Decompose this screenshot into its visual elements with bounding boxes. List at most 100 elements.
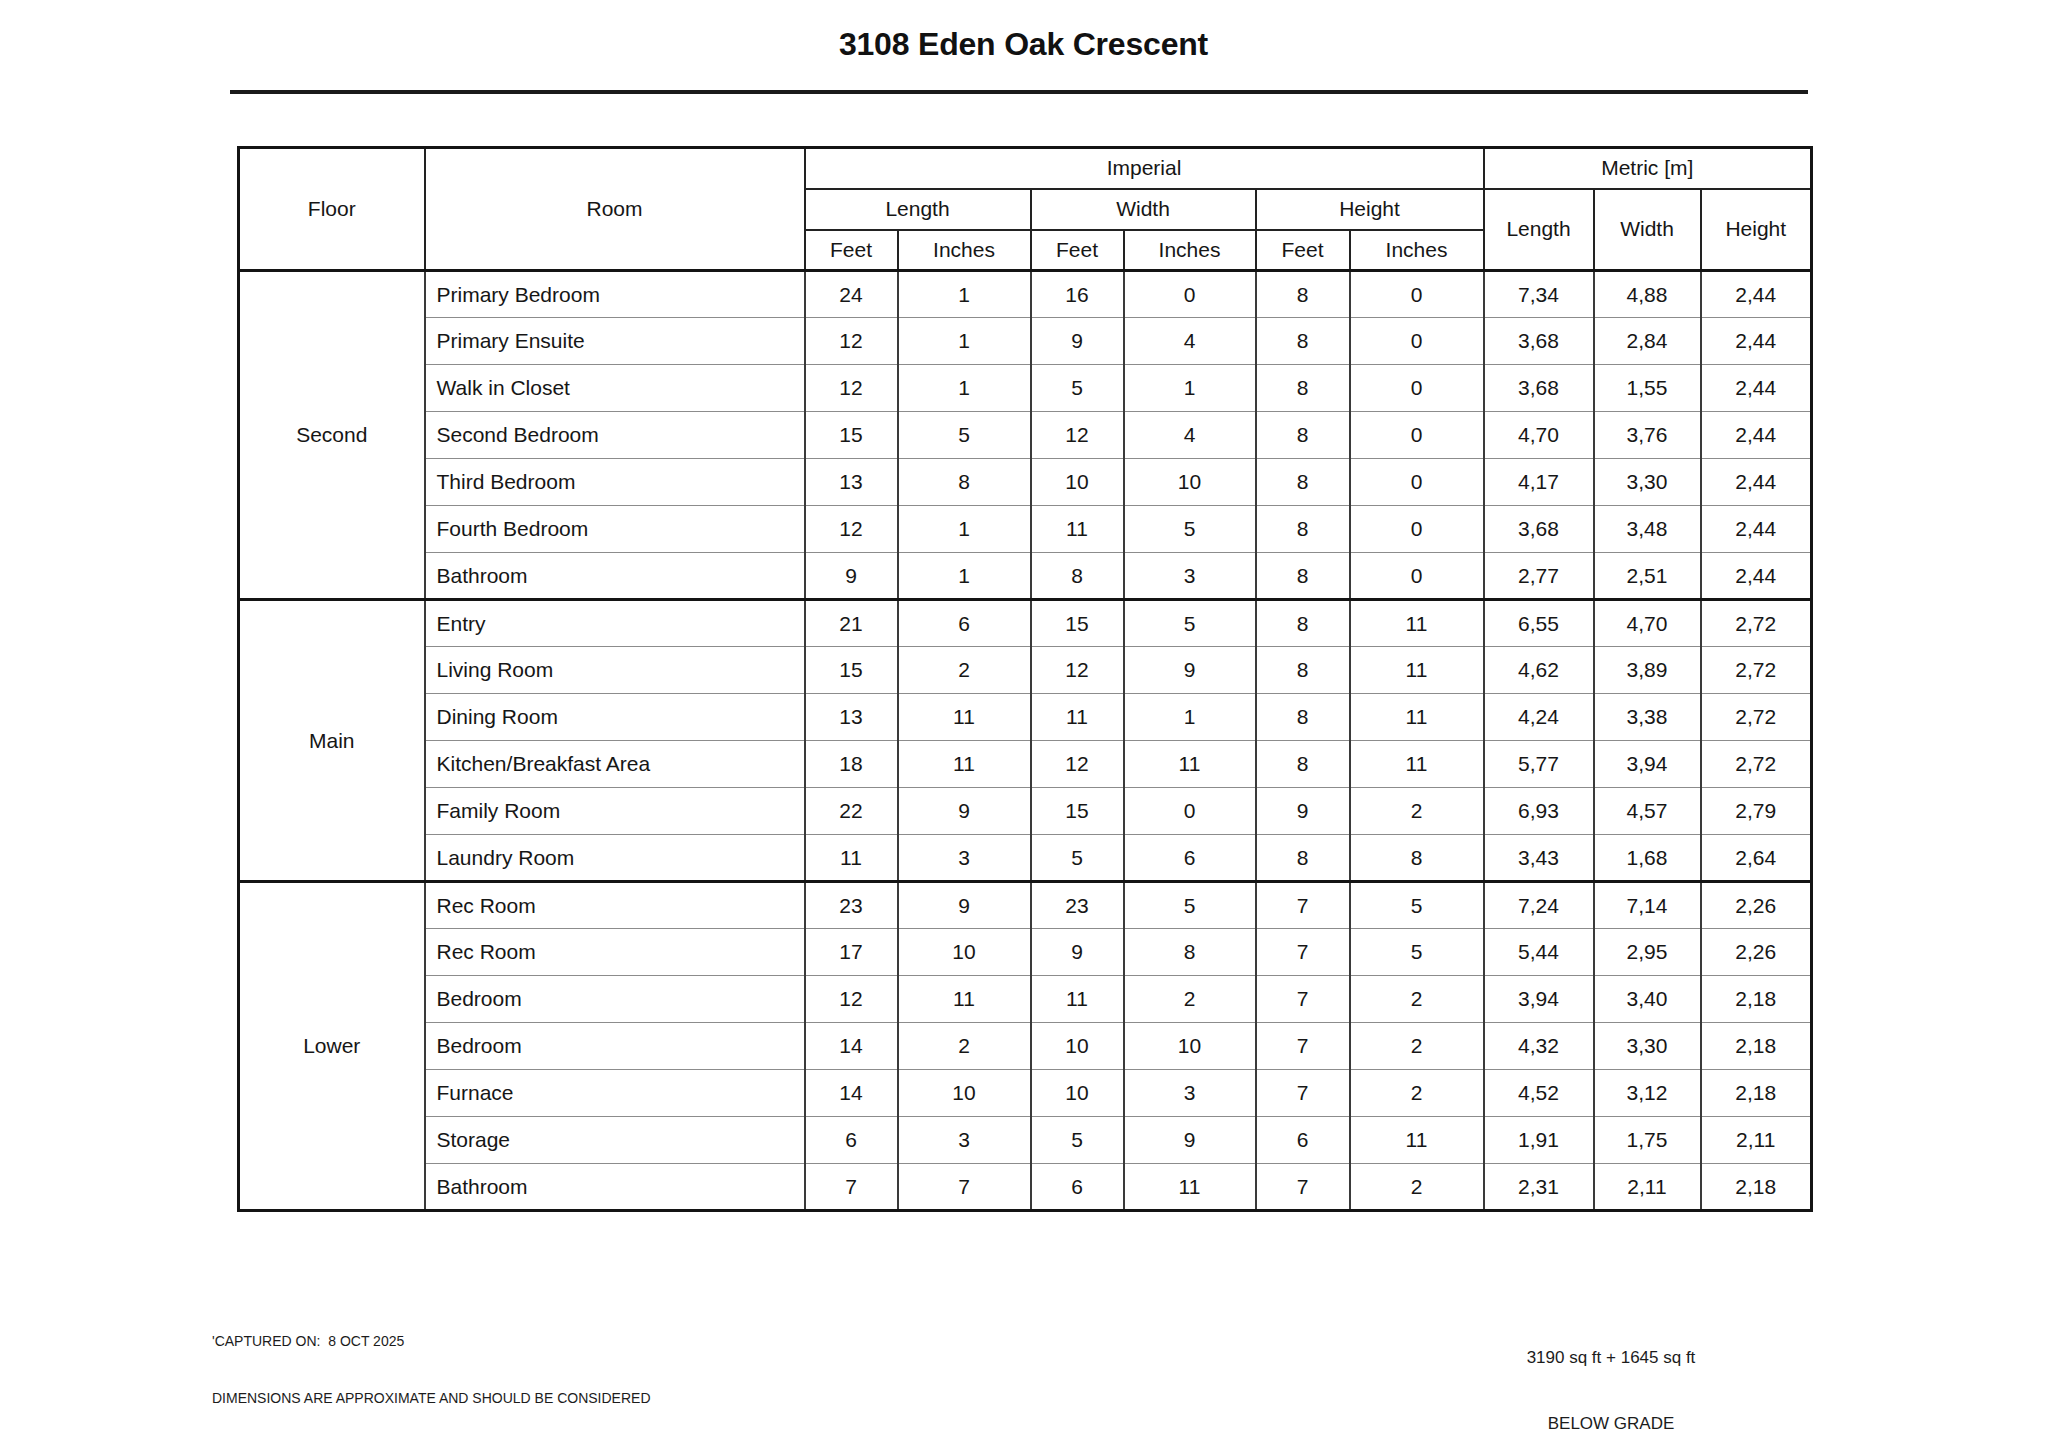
table-row: Living Room1521298114,623,892,72 — [239, 647, 1812, 694]
value-cell: 2,77 — [1484, 553, 1594, 600]
value-cell: 11 — [1350, 741, 1484, 788]
value-cell: 4,70 — [1484, 412, 1594, 459]
value-cell: 3 — [1124, 553, 1256, 600]
value-cell: 5 — [1031, 365, 1124, 412]
table-row: Third Bedroom1381010804,173,302,44 — [239, 459, 1812, 506]
value-cell: 11 — [1350, 694, 1484, 741]
value-cell: 12 — [1031, 412, 1124, 459]
value-cell: 1,68 — [1594, 835, 1701, 882]
value-cell: 2,18 — [1701, 976, 1812, 1023]
table-row: Walk in Closet12151803,681,552,44 — [239, 365, 1812, 412]
value-cell: 13 — [805, 459, 898, 506]
floor-column-header: Floor — [239, 148, 425, 271]
value-cell: 2 — [1350, 788, 1484, 835]
table-row: Dining Room13111118114,243,382,72 — [239, 694, 1812, 741]
value-cell: 24 — [805, 271, 898, 318]
disclaimer-line-1: DIMENSIONS ARE APPROXIMATE AND SHOULD BE… — [212, 1389, 651, 1408]
value-cell: 4,24 — [1484, 694, 1594, 741]
value-cell: 9 — [1124, 1117, 1256, 1164]
table-row: Bedroom1211112723,943,402,18 — [239, 976, 1812, 1023]
value-cell: 2,44 — [1701, 412, 1812, 459]
value-cell: 2,72 — [1701, 600, 1812, 647]
value-cell: 3,89 — [1594, 647, 1701, 694]
value-cell: 8 — [1256, 694, 1350, 741]
value-cell: 11 — [1124, 1164, 1256, 1211]
value-cell: 5,77 — [1484, 741, 1594, 788]
value-cell: 21 — [805, 600, 898, 647]
table-body: SecondPrimary Bedroom241160807,344,882,4… — [239, 271, 1812, 1211]
value-cell: 13 — [805, 694, 898, 741]
room-cell: Primary Bedroom — [425, 271, 805, 318]
value-cell: 12 — [805, 976, 898, 1023]
value-cell: 7 — [1256, 929, 1350, 976]
value-cell: 11 — [898, 694, 1031, 741]
value-cell: 7,14 — [1594, 882, 1701, 929]
value-cell: 11 — [805, 835, 898, 882]
metric-section-header: Metric [m] — [1484, 148, 1812, 189]
value-cell: 12 — [805, 365, 898, 412]
value-cell: 1 — [898, 365, 1031, 412]
value-cell: 11 — [1031, 506, 1124, 553]
value-cell: 9 — [1031, 318, 1124, 365]
value-cell: 11 — [1350, 647, 1484, 694]
value-cell: 3,40 — [1594, 976, 1701, 1023]
value-cell: 0 — [1350, 365, 1484, 412]
value-cell: 2,72 — [1701, 741, 1812, 788]
room-cell: Rec Room — [425, 929, 805, 976]
value-cell: 2,51 — [1594, 553, 1701, 600]
value-cell: 3,38 — [1594, 694, 1701, 741]
page: 3108 Eden Oak Crescent Floor Room Imperi… — [0, 0, 2048, 1448]
value-cell: 2,84 — [1594, 318, 1701, 365]
value-cell: 3 — [898, 1117, 1031, 1164]
value-cell: 2,18 — [1701, 1023, 1812, 1070]
value-cell: 0 — [1350, 271, 1484, 318]
table-row: Second Bedroom155124804,703,762,44 — [239, 412, 1812, 459]
value-cell: 5 — [1124, 882, 1256, 929]
value-cell: 12 — [1031, 741, 1124, 788]
value-cell: 4 — [1124, 412, 1256, 459]
value-cell: 0 — [1124, 271, 1256, 318]
table-row: Laundry Room11356883,431,682,64 — [239, 835, 1812, 882]
table-row: Bedroom1421010724,323,302,18 — [239, 1023, 1812, 1070]
value-cell: 11 — [1124, 741, 1256, 788]
table-row: Bathroom77611722,312,112,18 — [239, 1164, 1812, 1211]
value-cell: 9 — [1256, 788, 1350, 835]
value-cell: 7 — [1256, 1070, 1350, 1117]
value-cell: 7,24 — [1484, 882, 1594, 929]
table-row: Family Room229150926,934,572,79 — [239, 788, 1812, 835]
value-cell: 2,72 — [1701, 647, 1812, 694]
value-cell: 12 — [805, 318, 898, 365]
table-header: Floor Room Imperial Metric [m] Length Wi… — [239, 148, 1812, 271]
metric-length-header: Length — [1484, 189, 1594, 271]
value-cell: 3,68 — [1484, 506, 1594, 553]
table-row: Storage63596111,911,752,11 — [239, 1117, 1812, 1164]
value-cell: 7,34 — [1484, 271, 1594, 318]
value-cell: 17 — [805, 929, 898, 976]
value-cell: 2,26 — [1701, 929, 1812, 976]
value-cell: 11 — [898, 976, 1031, 1023]
value-cell: 7 — [805, 1164, 898, 1211]
value-cell: 2,44 — [1701, 365, 1812, 412]
value-cell: 10 — [1124, 1023, 1256, 1070]
value-cell: 8 — [898, 459, 1031, 506]
value-cell: 3,43 — [1484, 835, 1594, 882]
value-cell: 7 — [1256, 1023, 1350, 1070]
table-row: Furnace1410103724,523,122,18 — [239, 1070, 1812, 1117]
value-cell: 15 — [1031, 600, 1124, 647]
value-cell: 11 — [898, 741, 1031, 788]
room-cell: Laundry Room — [425, 835, 805, 882]
value-cell: 10 — [1031, 1070, 1124, 1117]
value-cell: 5 — [898, 412, 1031, 459]
value-cell: 0 — [1350, 459, 1484, 506]
value-cell: 4,17 — [1484, 459, 1594, 506]
value-cell: 22 — [805, 788, 898, 835]
value-cell: 4 — [1124, 318, 1256, 365]
value-cell: 3,76 — [1594, 412, 1701, 459]
room-dimensions-table: Floor Room Imperial Metric [m] Length Wi… — [237, 146, 1813, 1212]
value-cell: 0 — [1350, 318, 1484, 365]
imperial-section-header: Imperial — [805, 148, 1484, 189]
value-cell: 8 — [1256, 506, 1350, 553]
value-cell: 2 — [1350, 1070, 1484, 1117]
value-cell: 0 — [1350, 553, 1484, 600]
value-cell: 3 — [1124, 1070, 1256, 1117]
